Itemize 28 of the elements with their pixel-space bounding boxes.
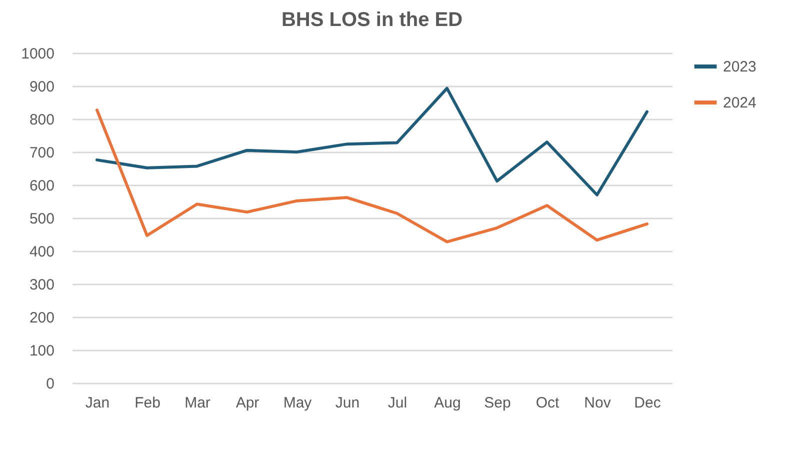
x-tick-label: Aug	[434, 394, 461, 412]
y-tick-label: 900	[29, 78, 54, 96]
x-tick-label: Dec	[634, 394, 662, 412]
line-series	[96, 108, 648, 244]
y-tick-label: 1000	[21, 46, 54, 62]
y-tick-label: 0	[46, 376, 54, 392]
x-tick-label: Jul	[388, 394, 408, 412]
line-series	[96, 86, 648, 196]
x-tick-label: Feb	[134, 394, 160, 412]
y-tick-label: 400	[29, 244, 54, 260]
x-tick-label: Oct	[536, 394, 560, 412]
y-tick-label: 200	[29, 310, 54, 326]
legend-label: 2024	[723, 94, 756, 112]
legend-label: 2023	[723, 58, 756, 76]
x-tick-label: Sep	[484, 394, 511, 412]
x-tick-label: Apr	[236, 394, 260, 412]
y-tick-label: 100	[29, 342, 54, 360]
y-tick-label: 500	[29, 210, 54, 228]
y-tick-label: 300	[29, 276, 54, 294]
x-tick-label: Jan	[85, 394, 110, 412]
y-tick-label: 700	[29, 144, 54, 162]
chart-title: BHS LOS in the ED	[281, 9, 463, 31]
y-tick-label: 600	[29, 178, 54, 194]
x-tick-label: May	[283, 394, 312, 412]
x-tick-label: Mar	[184, 394, 210, 412]
y-tick-label: 800	[29, 112, 54, 128]
x-tick-label: Jun	[335, 394, 360, 412]
x-tick-label: Nov	[584, 394, 612, 412]
